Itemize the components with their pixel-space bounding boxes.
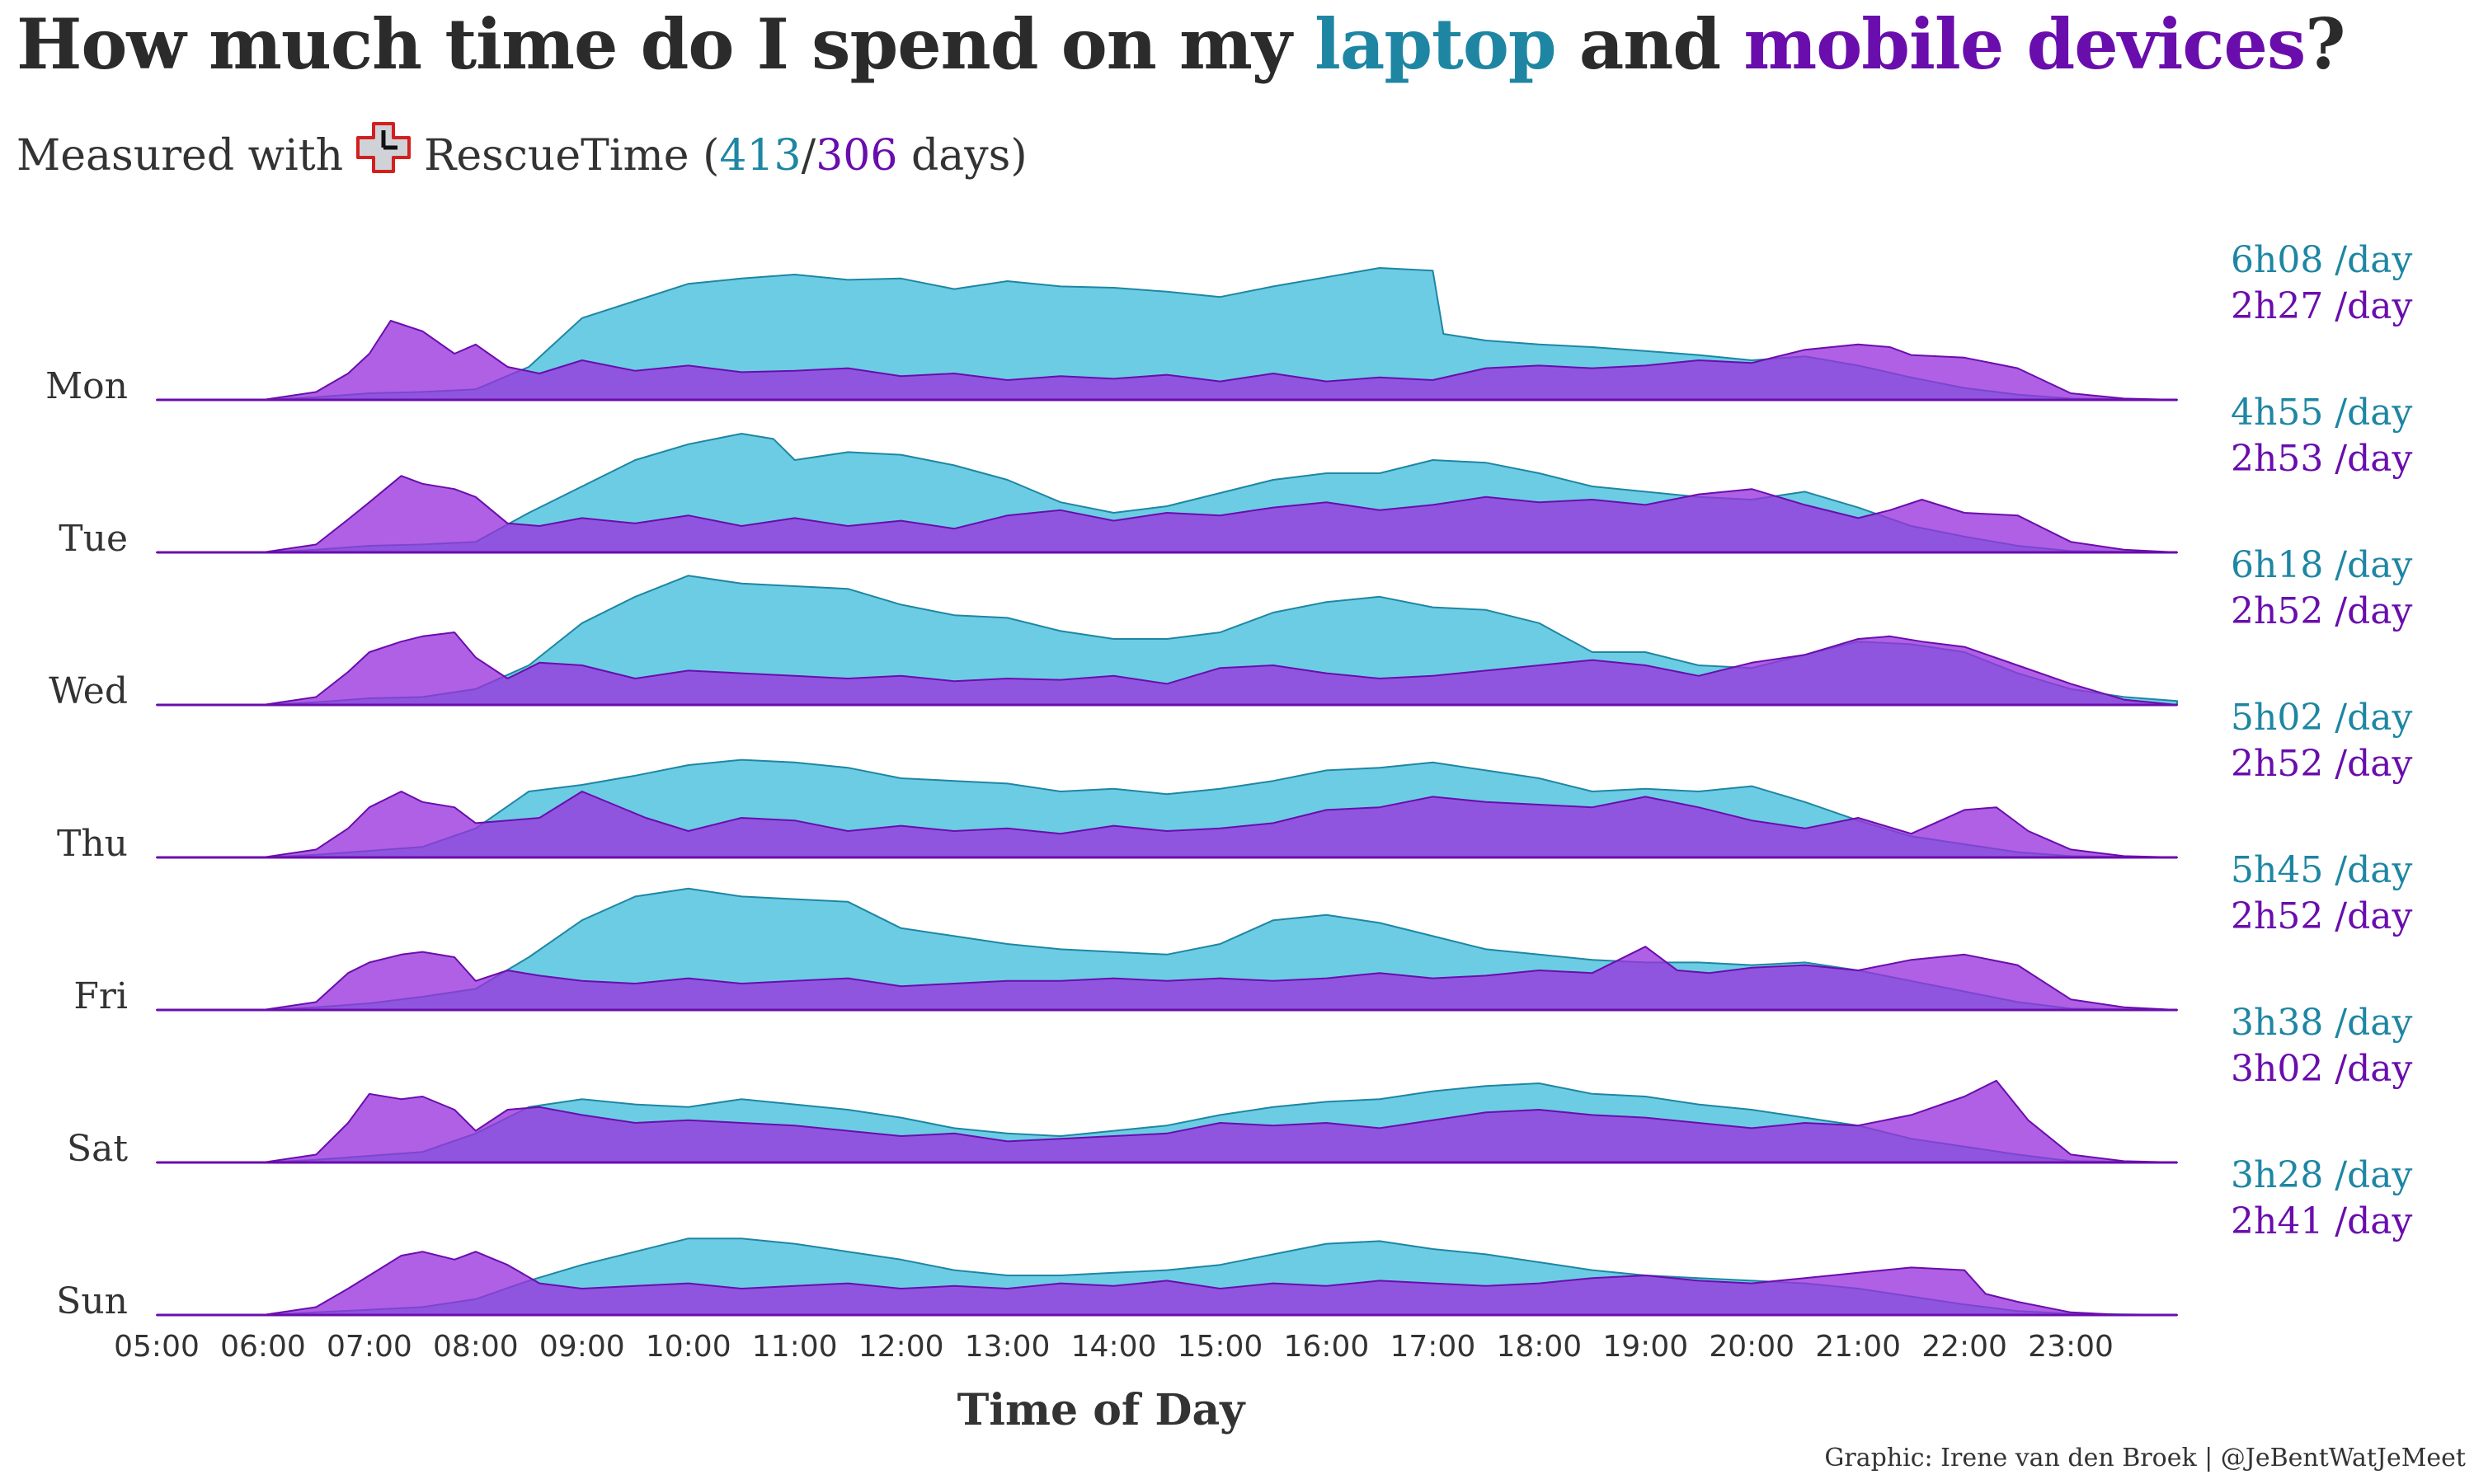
title-mobile-word: mobile devices — [1743, 3, 2306, 85]
mobile-avg-label: 2h27 /day — [2231, 285, 2413, 327]
x-tick-label: 14:00 — [1071, 1330, 1157, 1364]
subtitle-app-name: RescueTime ( — [424, 131, 720, 181]
x-tick-label: 20:00 — [1709, 1330, 1794, 1364]
credit: Graphic: Irene van den Broek | @JeBentWa… — [1824, 1444, 2466, 1472]
mobile-avg-label: 2h52 /day — [2231, 895, 2413, 937]
laptop-avg-label: 5h02 /day — [2231, 697, 2413, 739]
x-tick-label: 09:00 — [539, 1330, 625, 1364]
day-label: Thu — [57, 823, 128, 865]
mobile-avg-label: 2h52 /day — [2231, 743, 2413, 785]
laptop-avg-label: 6h18 /day — [2231, 544, 2413, 586]
laptop-avg-label: 6h08 /day — [2231, 239, 2413, 281]
mobile-days: 306 — [816, 131, 898, 181]
mobile-area-wed — [156, 632, 2178, 706]
x-tick-label: 18:00 — [1496, 1330, 1582, 1364]
x-tick-label: 13:00 — [965, 1330, 1051, 1364]
x-tick-label: 23:00 — [2028, 1330, 2114, 1364]
mobile-area-thu — [156, 791, 2178, 858]
subtitle-prefix: Measured with — [16, 131, 344, 181]
laptop-avg-label: 5h45 /day — [2231, 849, 2413, 891]
x-tick-label: 17:00 — [1390, 1330, 1475, 1364]
x-tick-label: 15:00 — [1178, 1330, 1263, 1364]
mobile-avg-label: 2h52 /day — [2231, 590, 2413, 632]
day-label: Mon — [45, 365, 128, 407]
x-tick-label: 12:00 — [858, 1330, 944, 1364]
laptop-avg-label: 4h55 /day — [2231, 392, 2413, 434]
laptop-days: 413 — [719, 131, 802, 181]
x-tick-label: 19:00 — [1602, 1330, 1688, 1364]
mobile-area-tue — [156, 475, 2178, 553]
mobile-avg-label: 2h53 /day — [2231, 438, 2413, 480]
mobile-avg-label: 2h41 /day — [2231, 1200, 2413, 1242]
x-tick-label: 22:00 — [1921, 1330, 2007, 1364]
title-prefix: How much time do I spend on my — [16, 3, 1315, 85]
chart-subtitle: Measured with RescueTime (413/306 days) — [16, 120, 1028, 186]
mobile-area-sat — [156, 1079, 2178, 1163]
mobile-avg-label: 3h02 /day — [2231, 1048, 2413, 1090]
laptop-avg-label: 3h28 /day — [2231, 1154, 2413, 1196]
x-tick-label: 11:00 — [752, 1330, 838, 1364]
mobile-area-sun — [156, 1251, 2178, 1316]
x-tick-label: 10:00 — [646, 1330, 731, 1364]
x-axis-title: Time of Day — [957, 1385, 1247, 1435]
subtitle-sep: / — [801, 131, 816, 181]
x-tick-label: 08:00 — [433, 1330, 519, 1364]
day-label: Fri — [73, 975, 128, 1017]
x-tick-label: 21:00 — [1815, 1330, 1901, 1364]
x-tick-label: 07:00 — [327, 1330, 412, 1364]
x-tick-label: 06:00 — [220, 1330, 306, 1364]
day-label: Sat — [67, 1128, 128, 1170]
day-label: Tue — [59, 518, 128, 560]
x-axis: 05:00 06:00 07:00 08:00 09:00 10:00 11:00 12:00… — [114, 1330, 2114, 1435]
title-middle: and — [1555, 3, 1744, 85]
rescuetime-clock-icon — [355, 120, 412, 186]
x-tick-label: 05:00 — [114, 1330, 200, 1364]
day-label: Sun — [56, 1280, 128, 1322]
subtitle-suffix: days) — [897, 131, 1028, 181]
title-suffix: ? — [2305, 3, 2345, 85]
x-tick-label: 16:00 — [1284, 1330, 1370, 1364]
day-label: Wed — [49, 670, 128, 712]
mobile-area-fri — [156, 946, 2178, 1011]
mobile-area-mon — [156, 320, 2178, 401]
chart-title: How much time do I spend on my laptop an… — [16, 3, 2346, 85]
title-laptop-word: laptop — [1314, 3, 1557, 85]
laptop-avg-label: 3h38 /day — [2231, 1002, 2413, 1044]
